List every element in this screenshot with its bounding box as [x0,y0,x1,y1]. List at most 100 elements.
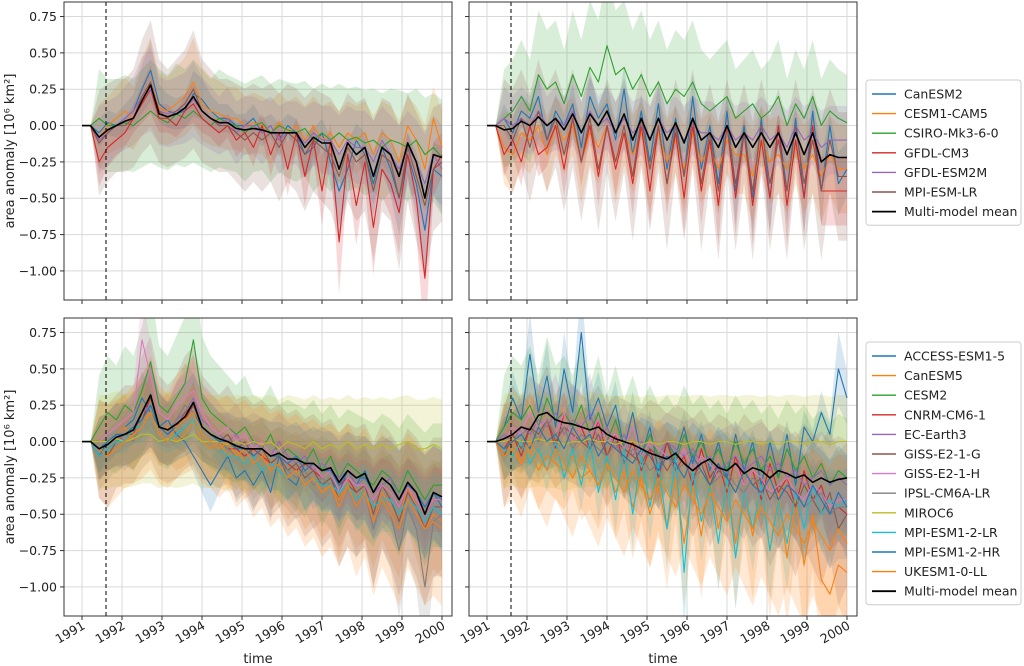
legend-box [865,341,1022,606]
x-tick-label: 1991 [52,618,87,647]
x-tick-label: 1997 [697,618,732,647]
y-tick-label: 0.25 [29,398,57,413]
band-canesm2 [487,64,847,236]
x-tick-label: 1993 [537,618,572,647]
band-mpi-esm1-2-hr [487,392,847,569]
y-tick-label: 0.00 [29,118,57,133]
band-csiro-mk3-6-0 [82,59,442,216]
legend-top: CanESM2 CESM1-CAM5 CSIRO-Mk3-6-0 GFDL-CM3 GF… [865,79,1022,226]
axes-frame [468,317,858,617]
series-mpi-esm-lr [82,81,443,207]
plot-area [487,318,848,616]
band-ukesm1-0-ll [487,395,847,616]
x-tick-label: 1995 [617,618,652,647]
y-tick-label: 0.50 [29,361,57,376]
legend-label-cesm1-cam5: CESM1-CAM5 [904,106,988,121]
series-multi-model-mean [82,84,443,199]
series-mpi-esm1-2-hr [487,426,848,515]
band-giss-e2-1-h [487,390,847,542]
x-tick-label: 2000 [412,618,447,647]
grid [469,2,857,300]
y-tick-label: −1.00 [19,579,57,594]
grid [64,318,452,616]
series-csiro-mk3-6-0 [487,45,848,127]
panel-top-right [465,1,858,304]
y-tick-label: −0.50 [19,191,57,206]
legend-label-csiro-mk3-6-0: CSIRO-Mk3-6-0 [904,126,999,141]
legend-bottom: ACCESS-ESM1-5 CanESM5 CESM2 CNRM-CM6-1 EC-Ea… [865,341,1022,606]
axes-frame [63,1,453,301]
band-mpi-esm1-2-lr [487,429,847,616]
legend-label-ukesm1-0-ll: UKESM1-0-LL [904,564,987,579]
x-tick-label: 1998 [737,618,772,647]
x-tick-label: 1997 [292,618,327,647]
band-cnrm-cm6-1 [82,371,442,552]
series-gfdl-cm3 [82,88,443,279]
legend-label-giss-e2-1-h: GISS-E2-1-H [904,466,980,481]
x-tick-label: 1999 [372,618,407,647]
legend-label-mpi-esm1-2-lr: MPI-ESM1-2-LR [904,525,998,540]
series-ukesm1-0-ll [82,411,443,530]
series-ukesm1-0-ll [487,441,848,552]
y-tick-label: −0.75 [19,227,57,242]
legend-label-cesm2: CESM2 [904,388,947,403]
legend-label-multi-model-mean: Multi-model mean [904,584,1017,599]
x-tick-label: 1992 [497,618,532,647]
plot-area [82,318,443,616]
series-multi-model-mean [487,411,848,484]
legend-label-canesm5: CanESM5 [904,368,963,383]
legend-label-access-esm1-5: ACCESS-ESM1-5 [904,349,1005,364]
y-tick-label: 0.00 [29,434,57,449]
band-ec-earth3 [487,373,847,530]
series-multi-model-mean [487,110,847,163]
legend-label-gfdl-esm2m: GFDL-ESM2M [904,165,987,180]
x-axis-label: time [648,652,677,666]
x-tick-label: 1994 [577,618,612,647]
y-axis-label: area anomaly [10⁶ km²] [3,74,18,229]
grid [64,2,452,300]
legend-label-giss-e2-1-g: GISS-E2-1-G [904,447,981,462]
y-tick-label: 0.75 [29,9,57,24]
x-tick-label: 1998 [332,618,367,647]
band-csiro-mk3-6-0 [487,2,847,173]
legend-label-miroc6: MIROC6 [904,505,954,520]
series-mpi-esm-lr [487,110,847,192]
x-tick-label: 2000 [817,618,852,647]
y-tick-label: −1.00 [19,263,57,278]
series-miroc6 [82,433,443,450]
legend-label-canesm2: CanESM2 [904,87,963,102]
series-multi-model-mean [82,394,443,515]
legend-label-cnrm-cm6-1: CNRM-CM6-1 [904,407,986,422]
band-mpi-esm-lr [82,20,442,280]
y-tick-label: 0.50 [29,45,57,60]
y-tick-label: 0.75 [29,325,57,340]
legend-label-ipsl-cm6a-lr: IPSL-CM6A-LR [904,486,991,501]
x-tick-label: 1995 [212,618,247,647]
panel-bottom-right: 1991 1992 1993 1994 1995 1996 1997 1998 1999 2000… [457,317,858,666]
band-ukesm1-0-ll [82,355,442,606]
y-axis-label: area anomaly [10⁶ km²] [3,390,18,545]
panel-top-left: 0.75 0.50 0.25 0.00 −0.25 −0.50 −0.75 −1.00 area… [3,1,453,304]
legend-box [865,79,1022,226]
y-tick-label: −0.50 [19,507,57,522]
legend-label-ec-earth3: EC-Earth3 [904,427,967,442]
y-tick-label: −0.25 [19,154,57,169]
band-ipsl-cm6a-lr [487,383,847,569]
series-cesm1-cam5 [487,125,847,177]
band-canesm2 [82,39,442,279]
y-tick-label: −0.25 [19,470,57,485]
band-gfdl-cm3 [82,64,442,300]
x-tick-label: 1996 [657,618,692,647]
panel-bottom-left: 0.75 0.50 0.25 0.00 −0.25 −0.50 −0.75 −1.00 1991… [3,317,453,666]
legend-label-gfdl-cm3: GFDL-CM3 [904,145,969,160]
series-giss-e2-1-h [82,339,442,515]
axes-frame [468,1,858,301]
y-tick-label: −0.75 [19,543,57,558]
x-tick-label: 1999 [777,618,812,647]
axes-frame [63,317,453,617]
plot-area [487,2,848,261]
band-mpi-esm-lr [487,59,847,261]
legend-label-mpi-esm1-2-hr: MPI-ESM1-2-HR [904,545,1000,560]
y-tick-label: 0.25 [29,82,57,97]
